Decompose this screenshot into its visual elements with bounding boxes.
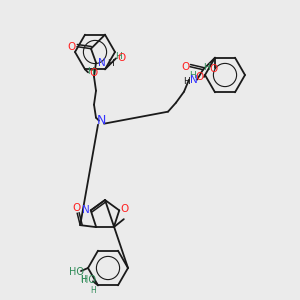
Text: O: O <box>68 42 76 52</box>
Text: HO: HO <box>68 267 83 277</box>
Text: O: O <box>72 203 80 213</box>
Text: H: H <box>80 274 86 284</box>
Text: O: O <box>209 64 217 74</box>
Text: O: O <box>196 72 204 82</box>
Text: N: N <box>98 58 106 68</box>
Text: N: N <box>82 206 90 215</box>
Text: N: N <box>190 75 198 85</box>
Text: O: O <box>118 53 126 63</box>
Text: O: O <box>90 68 98 78</box>
Text: O: O <box>181 62 189 72</box>
Text: H: H <box>90 286 96 295</box>
Text: H: H <box>106 59 113 68</box>
Text: N: N <box>96 114 106 127</box>
Text: O: O <box>120 204 128 214</box>
Text: H: H <box>115 52 122 61</box>
Text: H: H <box>184 77 190 86</box>
Text: H: H <box>190 70 196 80</box>
Text: H: H <box>202 63 209 72</box>
Text: HO: HO <box>80 275 95 285</box>
Text: H: H <box>87 67 93 76</box>
